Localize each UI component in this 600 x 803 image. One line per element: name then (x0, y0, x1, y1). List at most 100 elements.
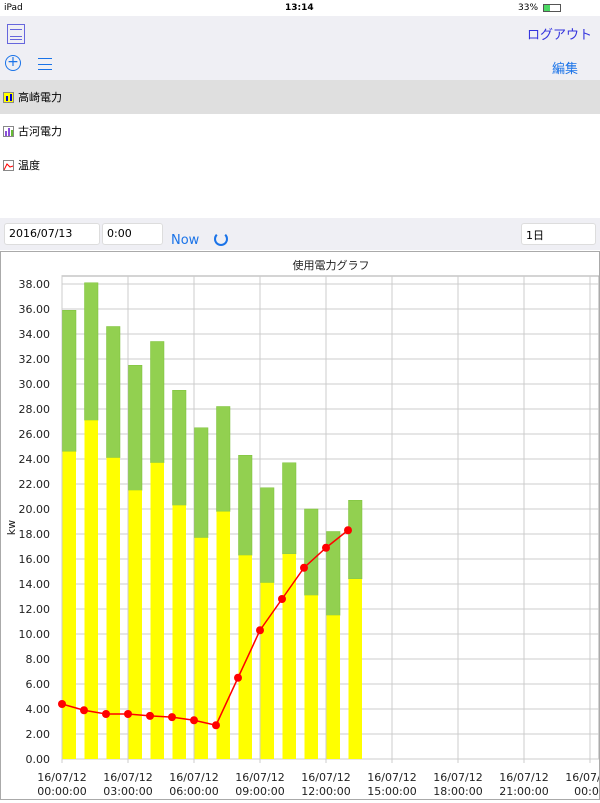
y-tick-label: 6.00 (26, 678, 51, 691)
x-tick-label: 16/07/12 (37, 771, 86, 784)
bar-green (128, 365, 143, 491)
bar-chart-yellow-icon (3, 91, 14, 103)
bar-yellow (62, 451, 76, 759)
temperature-point (300, 563, 308, 572)
temperature-point (212, 721, 220, 730)
bar-yellow (128, 490, 142, 759)
x-tick-label: 03:00:00 (103, 785, 152, 798)
x-tick-label: 16/07/12 (235, 771, 284, 784)
y-tick-label: 0.00 (26, 753, 51, 766)
bar-yellow (216, 511, 230, 759)
bar-green (84, 282, 99, 421)
list-item-koga[interactable]: 古河電力 (0, 114, 600, 148)
bar-green (282, 462, 297, 555)
temperature-point (124, 710, 132, 718)
date-controls: 2016/07/13 0:00 Now 1日 (0, 218, 600, 250)
list-item-takasaki[interactable]: 高崎電力 (0, 80, 600, 114)
temperature-point (102, 710, 110, 718)
list-item-temperature[interactable]: 温度 (0, 148, 600, 182)
bar-yellow (260, 582, 274, 759)
y-tick-label: 14.00 (19, 578, 51, 591)
range-select[interactable]: 1日 (521, 223, 596, 245)
x-tick-label: 21:00:00 (499, 785, 548, 798)
y-tick-label: 20.00 (19, 503, 51, 516)
refresh-icon[interactable] (214, 232, 228, 246)
x-tick-label: 09:00:00 (235, 785, 284, 798)
bar-green (106, 326, 121, 458)
bar-yellow (304, 595, 318, 759)
bar-green (260, 487, 275, 583)
chart-title: 使用電力グラフ (293, 258, 370, 272)
y-tick-label: 28.00 (19, 403, 51, 416)
y-tick-label: 4.00 (26, 703, 51, 716)
x-tick-label: 00:00:00 (37, 785, 86, 798)
y-tick-label: 2.00 (26, 728, 51, 741)
x-tick-label: 16/07/12 (301, 771, 350, 784)
y-tick-label: 30.00 (19, 378, 51, 391)
logout-button[interactable]: ログアウト (526, 28, 592, 43)
y-tick-label: 36.00 (19, 303, 51, 316)
bar-yellow (84, 420, 98, 759)
bar-yellow (106, 457, 120, 759)
bar-green (172, 390, 187, 506)
x-tick-label: 16/07/12 (169, 771, 218, 784)
list-icon[interactable] (38, 58, 52, 70)
time-field[interactable]: 0:00 (102, 223, 163, 245)
bar-yellow (194, 537, 208, 759)
temperature-point (58, 700, 66, 708)
list-item-label: 温度 (18, 159, 40, 172)
y-tick-label: 24.00 (19, 453, 51, 466)
y-tick-label: 18.00 (19, 528, 51, 541)
temperature-point (322, 543, 330, 552)
x-tick-label: 16/07/12 (499, 771, 548, 784)
bar-yellow (348, 579, 362, 759)
bar-green (238, 455, 253, 556)
x-tick-label: 06:00:00 (169, 785, 218, 798)
bar-green (304, 508, 319, 596)
temperature-point (344, 526, 352, 535)
battery-percent: 33% (518, 3, 539, 13)
temperature-point (146, 711, 154, 720)
temperature-point (190, 716, 198, 725)
x-tick-label: 18:00:00 (433, 785, 482, 798)
temperature-point (256, 626, 264, 635)
bar-chart-purple-icon (3, 125, 14, 137)
temperature-point (278, 595, 286, 603)
x-tick-label: 16/07/12 (367, 771, 416, 784)
list-item-label: 高崎電力 (18, 91, 62, 104)
navigation-bar: ログアウト + 編集 (0, 16, 600, 80)
x-tick-label: 15:00:00 (367, 785, 416, 798)
x-tick-label: 16/07/12 (103, 771, 152, 784)
battery-icon (543, 4, 561, 12)
y-tick-label: 8.00 (26, 653, 51, 666)
bar-yellow (172, 505, 186, 759)
status-bar: iPad 13:14 33% (0, 0, 600, 16)
menu-icon[interactable] (7, 24, 25, 44)
y-tick-label: 22.00 (19, 478, 51, 491)
bar-green (62, 310, 77, 452)
x-tick-label: 16/07/13 (565, 771, 599, 784)
y-axis-label: kw (5, 520, 18, 535)
y-tick-label: 16.00 (19, 553, 51, 566)
bar-green (216, 406, 231, 512)
power-chart: 0.00 2.00 4.00 6.00 8.00 10.00 12.00 14.00 16.00… (0, 251, 600, 800)
temperature-point (80, 706, 88, 715)
bar-green (326, 531, 341, 616)
bar-yellow (282, 554, 296, 759)
y-tick-label: 12.00 (19, 603, 51, 616)
y-tick-label: 26.00 (19, 428, 51, 441)
date-field[interactable]: 2016/07/13 (4, 223, 100, 245)
bar-green (194, 427, 209, 538)
temperature-point (234, 673, 242, 682)
add-icon[interactable]: + (5, 55, 21, 71)
edit-button[interactable]: 編集 (551, 62, 578, 77)
bar-yellow (150, 462, 164, 759)
x-tick-label: 00:00 (574, 785, 599, 798)
x-tick-label: 16/07/12 (433, 771, 482, 784)
now-button[interactable]: Now (171, 233, 200, 248)
device-name: iPad (4, 3, 23, 13)
bar-yellow (326, 615, 340, 759)
y-tick-label: 10.00 (19, 628, 51, 641)
temperature-point (168, 713, 176, 722)
line-chart-icon (3, 159, 14, 171)
